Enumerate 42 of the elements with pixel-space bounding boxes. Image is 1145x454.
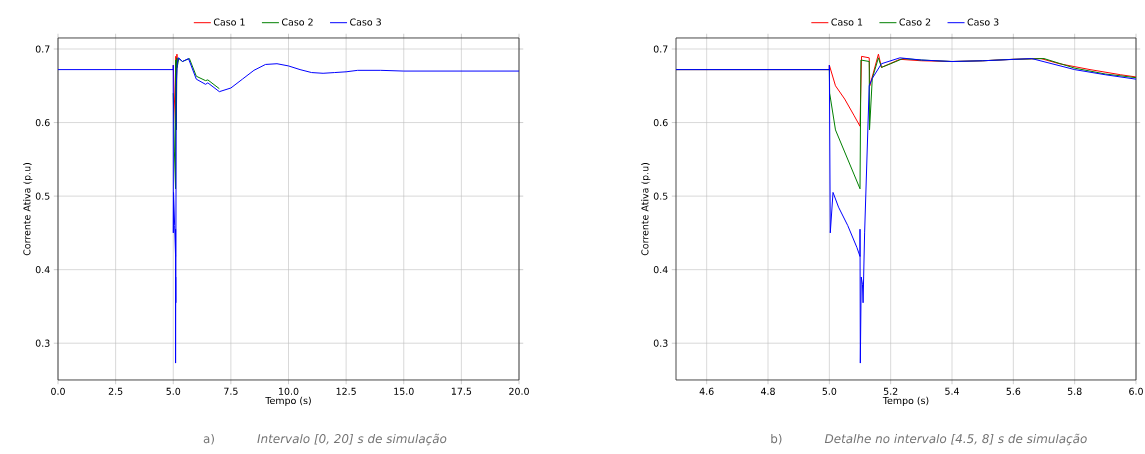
legend-label: Caso 3 (967, 18, 999, 26)
x-tick-label: 15.0 (394, 387, 414, 395)
y-tick-label: 0.3 (35, 339, 50, 347)
y-tick-label: 0.3 (653, 339, 668, 347)
y-tick-label: 0.5 (35, 192, 50, 200)
x-tick-label: 5.2 (883, 387, 898, 395)
x-tick-label: 6.0 (1129, 387, 1143, 395)
y-tick-label: 0.4 (653, 266, 668, 274)
x-tick-label: 4.8 (760, 387, 775, 395)
y-tick-label: 0.7 (653, 45, 668, 53)
legend-label: Caso 3 (350, 18, 381, 26)
x-tick-label: 20.0 (509, 387, 529, 395)
legend-label: Caso 2 (281, 18, 313, 26)
x-axis-title: Tempo (s) (265, 396, 311, 406)
x-tick-label: 7.5 (224, 387, 238, 395)
x-tick-label: 12.5 (336, 387, 356, 395)
x-axis-title: Tempo (s) (882, 396, 929, 406)
x-tick-label: 5.0 (822, 387, 837, 395)
x-tick-label: 5.4 (945, 387, 960, 395)
x-tick-label: 5.8 (1067, 387, 1082, 395)
x-tick-label: 2.5 (108, 387, 123, 395)
legend-label: Caso 2 (899, 18, 931, 26)
text: a) (203, 433, 214, 445)
x-tick-label: 0.0 (51, 387, 65, 395)
y-tick-label: 0.7 (35, 45, 50, 53)
y-tick-label: 0.6 (653, 118, 668, 127)
x-tick-label: 10.0 (279, 387, 299, 395)
x-tick-label: 5.0 (166, 387, 181, 395)
legend-label: Caso 1 (213, 18, 245, 26)
x-tick-label: 17.5 (451, 387, 472, 395)
text: Intervalo [0, 20] s de simulação (257, 433, 447, 446)
y-tick-label: 0.6 (35, 118, 50, 127)
x-tick-label: 5.6 (1006, 387, 1021, 395)
line-series (676, 57, 1137, 364)
y-axis-title: Corrente Ativa (p.u) (641, 162, 651, 256)
text: b) (771, 433, 782, 445)
y-tick-label: 0.4 (35, 266, 50, 274)
y-axis-title: Corrente Ativa (p.u) (23, 162, 33, 256)
y-tick-label: 0.5 (653, 192, 668, 200)
x-tick-label: 4.6 (699, 387, 714, 395)
legend-label: Caso 1 (831, 18, 863, 26)
text: Detalhe no intervalo [4.5, 8] s de simulação (824, 433, 1087, 446)
